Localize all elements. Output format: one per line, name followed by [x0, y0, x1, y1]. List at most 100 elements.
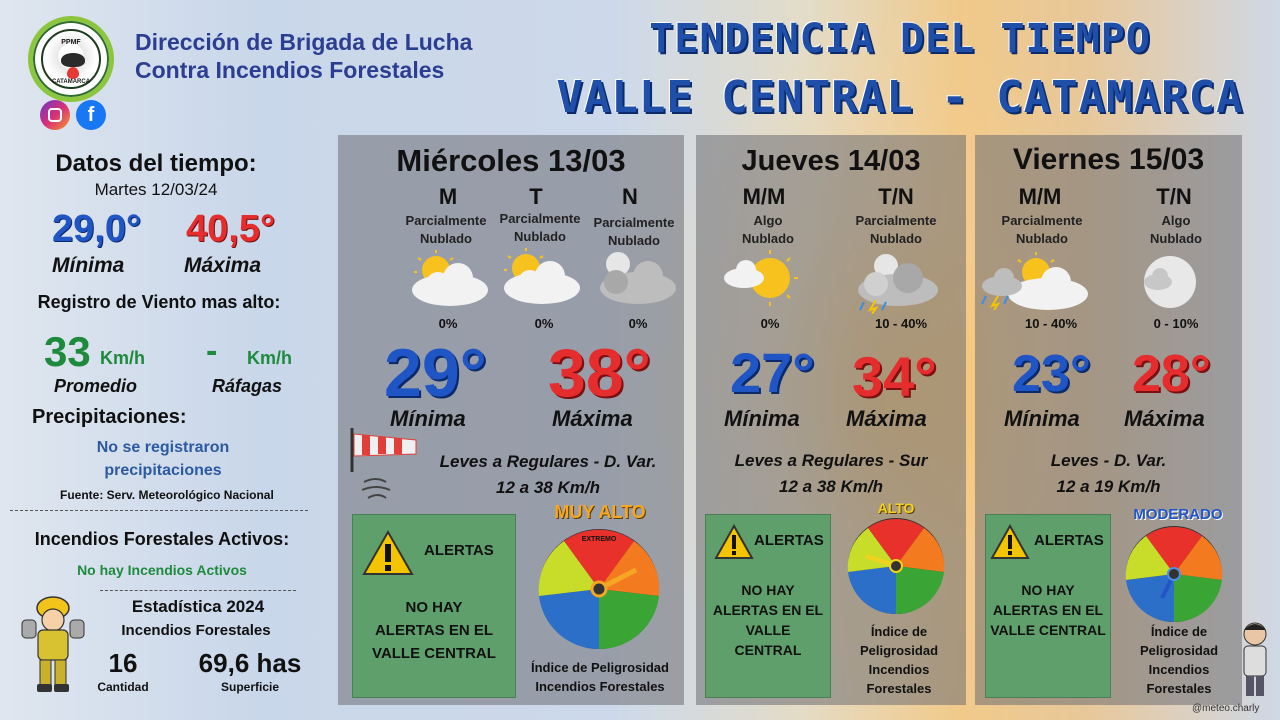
logo-emblem: PPMF CATAMARCA	[41, 29, 101, 89]
storm-night-icon	[858, 254, 938, 314]
desc-line: Nublado	[1150, 231, 1202, 246]
stats-subtitle: Incendios Forestales	[121, 622, 271, 639]
divider	[10, 510, 308, 511]
warning-icon	[362, 530, 414, 575]
alert-line: VALLE	[745, 622, 791, 638]
period-desc: Algo Nublado	[1126, 212, 1226, 248]
min-temp: 27°	[730, 341, 815, 404]
firefighter-mascot-icon	[21, 596, 85, 692]
fire-danger-gauge	[1125, 526, 1223, 623]
weather-data-title: Datos del tiempo:	[55, 150, 257, 177]
desc-line: Parcialmente	[405, 213, 487, 228]
wind-gust-label: Ráfagas	[212, 376, 283, 396]
gauge-label-line: Incendios Forestales	[535, 679, 665, 694]
main-title-line-2: VALLE CENTRAL - CATAMARCA	[556, 72, 1244, 123]
alert-line: ALERTAS EN EL	[992, 602, 1104, 618]
alert-title: ALERTAS	[1034, 532, 1104, 549]
wind-avg-label: Promedio	[54, 376, 138, 396]
period-label: T	[529, 184, 543, 209]
org-line-1: Dirección de Brigada de Lucha	[135, 29, 473, 55]
gauge-label-line: Peligrosidad	[1139, 643, 1219, 658]
desc-line: Algo	[753, 213, 783, 228]
gauge-label-line: Peligrosidad	[859, 643, 939, 658]
alert-text: NO HAY ALERTAS EN EL VALLE CENTRAL	[352, 596, 516, 665]
precip-title: Precipitaciones:	[32, 406, 187, 428]
min-label: Mínima	[1004, 406, 1080, 431]
main-title-line-1: TENDENCIA DEL TIEMPO	[649, 16, 1151, 62]
wind-gust-unit: Km/h	[247, 348, 292, 368]
facebook-icon[interactable]: f	[76, 100, 106, 130]
period-label: M/M	[1018, 184, 1062, 209]
precip-chance: 0%	[628, 316, 648, 331]
wind-speed: 12 a 38 Km/h	[496, 478, 600, 497]
precip-chance: 10 - 40%	[874, 316, 928, 331]
period-desc: Parcialmente Nublado	[490, 210, 590, 246]
active-fires-title: Incendios Forestales Activos:	[34, 529, 290, 549]
storm-sun-icon	[981, 252, 1088, 311]
danger-level: ALTO	[877, 500, 915, 516]
alert-line: NO HAY	[1021, 582, 1075, 598]
alert-line: NO HAY	[405, 599, 463, 616]
wind-forecast: Leves a Regulares - D. Var. 12 a 38 Km/h	[418, 449, 678, 501]
alert-line: CENTRAL	[734, 642, 802, 658]
fire-count-value: 16	[108, 648, 138, 678]
wind-desc: Leves a Regulares - Sur	[734, 451, 928, 470]
alert-line: VALLE CENTRAL	[372, 645, 496, 662]
past-min-label: Mínima	[52, 254, 125, 277]
past-max-temp: 40,5°	[186, 208, 276, 250]
warning-icon	[714, 524, 754, 559]
past-min-temp: 29,0°	[52, 208, 142, 250]
desc-line: Parcialmente	[499, 211, 581, 226]
partly-cloudy-icon	[504, 248, 580, 304]
desc-line: Nublado	[514, 229, 566, 244]
alert-text: NO HAY ALERTAS EN EL VALLE CENTRAL	[985, 580, 1111, 640]
gauge-label-line: Índice de	[870, 624, 928, 639]
wind-forecast: Leves a Regulares - Sur 12 a 38 Km/h	[696, 448, 966, 500]
wind-speed: 12 a 19 Km/h	[1056, 477, 1161, 496]
desc-line: Algo	[1161, 213, 1191, 228]
day-title: Jueves 14/03	[741, 145, 921, 177]
windsock-icon	[350, 428, 417, 499]
gauge-label-line: Incendios	[1148, 662, 1210, 677]
period-desc: Parcialmente Nublado	[396, 212, 496, 248]
max-temp: 34°	[852, 345, 937, 408]
wind-speed: 12 a 38 Km/h	[779, 477, 883, 496]
logo-mid-text: PPMF	[61, 39, 81, 46]
alert-line: ALERTAS EN EL	[374, 622, 494, 639]
desc-line: Nublado	[1016, 231, 1068, 246]
weather-date: Martes 12/03/24	[94, 180, 218, 199]
instagram-icon[interactable]	[40, 100, 70, 130]
precip-text-line-2: precipitaciones	[104, 462, 222, 479]
period-label: T/N	[878, 184, 914, 209]
max-temp: 38°	[548, 335, 651, 411]
max-label: Máxima	[1124, 406, 1205, 431]
wind-record-title: Registro de Viento mas alto:	[37, 292, 281, 312]
gauge-label: Índice de Peligrosidad Incendios Foresta…	[1114, 622, 1244, 698]
alert-box	[352, 514, 516, 698]
alert-line: NO HAY	[741, 582, 795, 598]
gauge-label-line: Forestales	[866, 681, 932, 696]
desc-line: Nublado	[420, 231, 472, 246]
period-desc: Parcialmente Nublado	[584, 214, 684, 250]
desc-line: Parcialmente	[855, 213, 937, 228]
wind-gust-value: -	[206, 332, 218, 370]
warning-icon	[990, 524, 1030, 559]
partly-cloudy-icon	[412, 250, 488, 306]
min-temp: 23°	[1012, 345, 1091, 403]
desc-line: Nublado	[608, 233, 660, 248]
active-fires-text: No hay Incendios Activos	[77, 562, 247, 578]
precip-chance: 10 - 40%	[1024, 316, 1078, 331]
max-temp: 28°	[1132, 345, 1211, 403]
precip-chance: 0%	[760, 316, 780, 331]
min-label: Mínima	[724, 406, 800, 431]
logo-bottom-text: CATAMARCA	[51, 79, 91, 85]
gauge-label-line: Índice de	[1150, 624, 1208, 639]
sun-cloud-icon	[724, 250, 798, 306]
wind-avg-value: 33	[44, 328, 91, 375]
org-line-2: Contra Incendios Forestales	[135, 57, 445, 83]
wind-avg-unit: Km/h	[100, 348, 145, 368]
period-desc: Parcialmente Nublado	[846, 212, 946, 248]
max-label: Máxima	[552, 406, 633, 431]
alert-line: VALLE CENTRAL	[990, 622, 1106, 638]
max-label: Máxima	[846, 406, 927, 431]
